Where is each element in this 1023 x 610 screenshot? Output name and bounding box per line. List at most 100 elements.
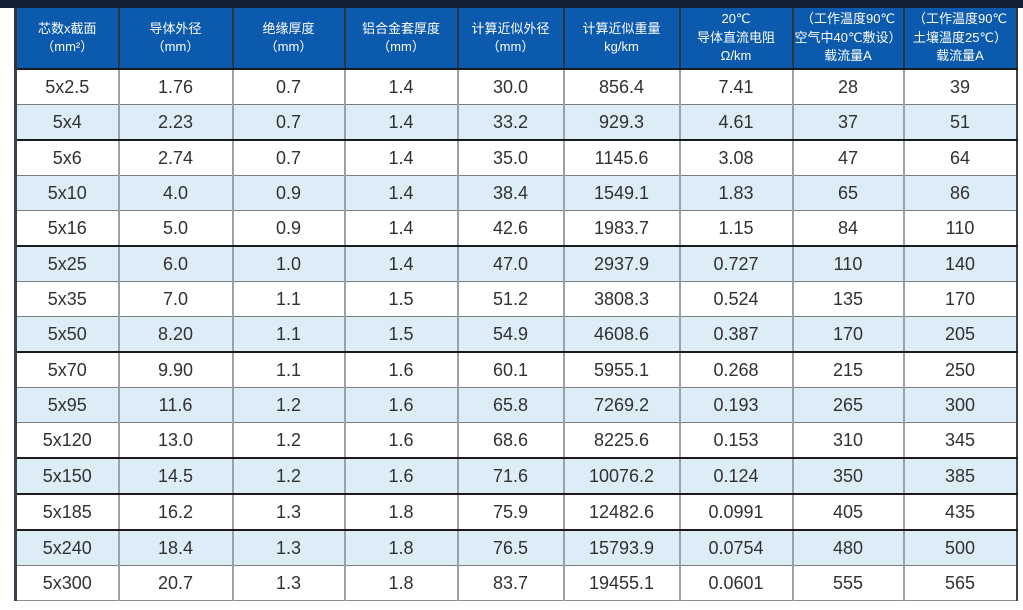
table-cell: 565 [902, 565, 1018, 601]
table-cell: 2937.9 [562, 245, 680, 282]
table-row: 5x185 16.2 1.3 1.8 75.9 12482.6 0.0991 405 435 [14, 493, 1018, 531]
table-cell: 38.4 [456, 175, 564, 211]
header-line: kg/km [604, 39, 639, 54]
table-cell: 856.4 [562, 68, 680, 105]
table-cell: 385 [902, 457, 1018, 495]
table-cell: 0.0601 [678, 565, 793, 601]
table-row: 5x16 5.0 0.9 1.4 42.6 1983.7 1.15 84 110 [14, 210, 1018, 247]
table-cell: 435 [902, 493, 1018, 531]
table-cell: 5x240 [14, 529, 119, 566]
table-cell: 8.20 [117, 316, 233, 353]
table-cell: 0.9 [231, 210, 345, 247]
table-cell: 4608.6 [562, 316, 680, 353]
table-cell: 1145.6 [562, 139, 680, 176]
table-cell: 5x35 [14, 281, 119, 317]
table-row: 5x6 2.74 0.7 1.4 35.0 1145.6 3.08 47 64 [14, 139, 1018, 176]
table-cell: 0.0991 [678, 493, 793, 531]
table-cell: 5x300 [14, 565, 119, 601]
header-line: 20℃ [721, 11, 751, 27]
table-cell: 0.7 [231, 139, 345, 176]
table-cell: 1.1 [231, 351, 345, 388]
col-header-approx-od: 计算近似外径 （mm） [456, 8, 564, 70]
table-cell: 170 [791, 316, 904, 353]
header-line: （工作温度90℃ [912, 11, 1008, 27]
table-cell: 64 [902, 139, 1018, 176]
table-cell: 1.4 [343, 104, 458, 141]
table-cell: 47 [791, 139, 904, 176]
table-cell: 0.0754 [678, 529, 793, 566]
table-cell: 345 [902, 422, 1018, 459]
table-cell: 75.9 [456, 493, 564, 531]
header-line: 计算近似外径 [471, 20, 550, 36]
table-cell: 5955.1 [562, 351, 680, 388]
table-cell: 5x2.5 [14, 68, 119, 105]
table-cell: 71.6 [456, 457, 564, 495]
table-cell: 1.6 [343, 457, 458, 495]
table-cell: 4.61 [678, 104, 793, 141]
table-cell: 47.0 [456, 245, 564, 282]
table-cell: 205 [902, 316, 1018, 353]
table-cell: 5x50 [14, 316, 119, 353]
table-row: 5x10 4.0 0.9 1.4 38.4 1549.1 1.83 65 86 [14, 175, 1018, 211]
table-cell: 1.83 [678, 175, 793, 211]
table-cell: 0.524 [678, 281, 793, 317]
cable-spec-table-container: 芯数x截面 （mm²） 导体外径 （mm） 绝缘厚度 （mm） 铝合金套厚度 （… [14, 8, 1018, 601]
table-cell: 51.2 [456, 281, 564, 317]
table-cell: 76.5 [456, 529, 564, 566]
table-cell: 1.5 [343, 316, 458, 353]
header-line: 铝合金套厚度 [361, 20, 440, 36]
header-line: （mm） [264, 39, 313, 54]
table-cell: 5x16 [14, 210, 119, 247]
table-cell: 1.6 [343, 422, 458, 459]
table-row: 5x4 2.23 0.7 1.4 33.2 929.3 4.61 37 51 [14, 104, 1018, 141]
table-cell: 83.7 [456, 565, 564, 601]
table-cell: 110 [791, 245, 904, 282]
col-header-dc-resistance: 20℃ 导体直流电阻 Ω/km [678, 8, 793, 70]
table-cell: 1983.7 [562, 210, 680, 247]
table-cell: 1.4 [343, 210, 458, 247]
table-cell: 19455.1 [562, 565, 680, 601]
table-cell: 13.0 [117, 422, 233, 459]
header-line: 载流量A [824, 48, 872, 64]
table-cell: 7.0 [117, 281, 233, 317]
table-cell: 1.3 [231, 565, 345, 601]
header-line: （mm²） [41, 39, 94, 54]
table-cell: 20.7 [117, 565, 233, 601]
table-cell: 5x150 [14, 457, 119, 495]
table-cell: 1.5 [343, 281, 458, 317]
table-cell: 1.8 [343, 529, 458, 566]
table-cell: 135 [791, 281, 904, 317]
header-line: 绝缘厚度 [262, 20, 315, 36]
table-cell: 1.4 [343, 68, 458, 105]
header-line: Ω/km [720, 48, 752, 64]
table-cell: 5x185 [14, 493, 119, 531]
table-cell: 60.1 [456, 351, 564, 388]
table-row: 5x95 11.6 1.2 1.6 65.8 7269.2 0.193 265 300 [14, 387, 1018, 423]
table-cell: 11.6 [117, 387, 233, 423]
col-header-sheath-thickness: 铝合金套厚度 （mm） [343, 8, 458, 70]
table-row: 5x35 7.0 1.1 1.5 51.2 3808.3 0.524 135 170 [14, 281, 1018, 317]
table-row: 5x240 18.4 1.3 1.8 76.5 15793.9 0.0754 480 500 [14, 529, 1018, 566]
table-cell: 1.76 [117, 68, 233, 105]
table-row: 5x300 20.7 1.3 1.8 83.7 19455.1 0.0601 555 565 [14, 565, 1018, 601]
col-header-ampacity-air: （工作温度90℃ 空气中40℃敷设） 载流量A [791, 8, 904, 70]
table-cell: 1.4 [343, 245, 458, 282]
table-cell: 1549.1 [562, 175, 680, 211]
table-row: 5x25 6.0 1.0 1.4 47.0 2937.9 0.727 110 140 [14, 245, 1018, 282]
table-cell: 0.193 [678, 387, 793, 423]
header-line: 载流量A [936, 48, 984, 64]
table-cell: 250 [902, 351, 1018, 388]
table-cell: 140 [902, 245, 1018, 282]
table-cell: 37 [791, 104, 904, 141]
header-line: （mm） [486, 39, 535, 54]
table-cell: 555 [791, 565, 904, 601]
header-line: （mm） [377, 39, 425, 54]
col-header-core-size: 芯数x截面 （mm²） [14, 8, 119, 70]
header-line: 芯数x截面 [37, 20, 97, 36]
table-cell: 5.0 [117, 210, 233, 247]
table-cell: 33.2 [456, 104, 564, 141]
header-line: （工作温度90℃ [800, 11, 896, 27]
table-cell: 1.2 [231, 422, 345, 459]
table-cell: 350 [791, 457, 904, 495]
